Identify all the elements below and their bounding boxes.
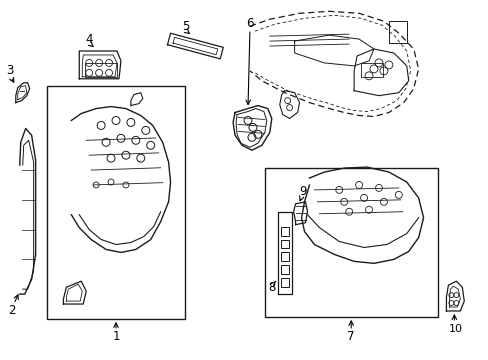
Text: 7: 7 xyxy=(346,330,354,343)
Bar xyxy=(85,63,117,77)
Text: 8: 8 xyxy=(267,281,275,294)
Bar xyxy=(280,227,288,235)
Text: 5: 5 xyxy=(182,20,189,33)
Bar xyxy=(264,168,438,317)
Text: 9: 9 xyxy=(298,185,305,198)
Bar xyxy=(280,278,288,287)
Text: 10: 10 xyxy=(447,324,462,334)
Text: 3: 3 xyxy=(6,64,14,77)
Text: 2: 2 xyxy=(8,305,16,318)
Text: 1: 1 xyxy=(112,330,120,343)
Text: 4: 4 xyxy=(85,33,93,46)
Bar xyxy=(46,86,185,319)
Bar xyxy=(280,252,288,261)
Bar xyxy=(388,21,406,43)
Text: 6: 6 xyxy=(245,17,253,30)
Bar xyxy=(280,265,288,274)
Bar xyxy=(280,239,288,248)
Bar xyxy=(360,63,382,77)
